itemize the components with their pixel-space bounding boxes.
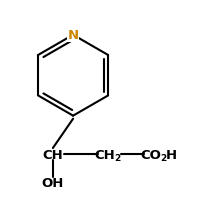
- Text: 2: 2: [114, 153, 120, 162]
- Text: N: N: [67, 29, 79, 42]
- Text: CO: CO: [141, 148, 161, 161]
- Text: CH: CH: [42, 148, 63, 161]
- Text: CH: CH: [94, 148, 115, 161]
- Text: 2: 2: [161, 153, 167, 162]
- Text: H: H: [166, 148, 177, 161]
- Text: OH: OH: [42, 176, 64, 189]
